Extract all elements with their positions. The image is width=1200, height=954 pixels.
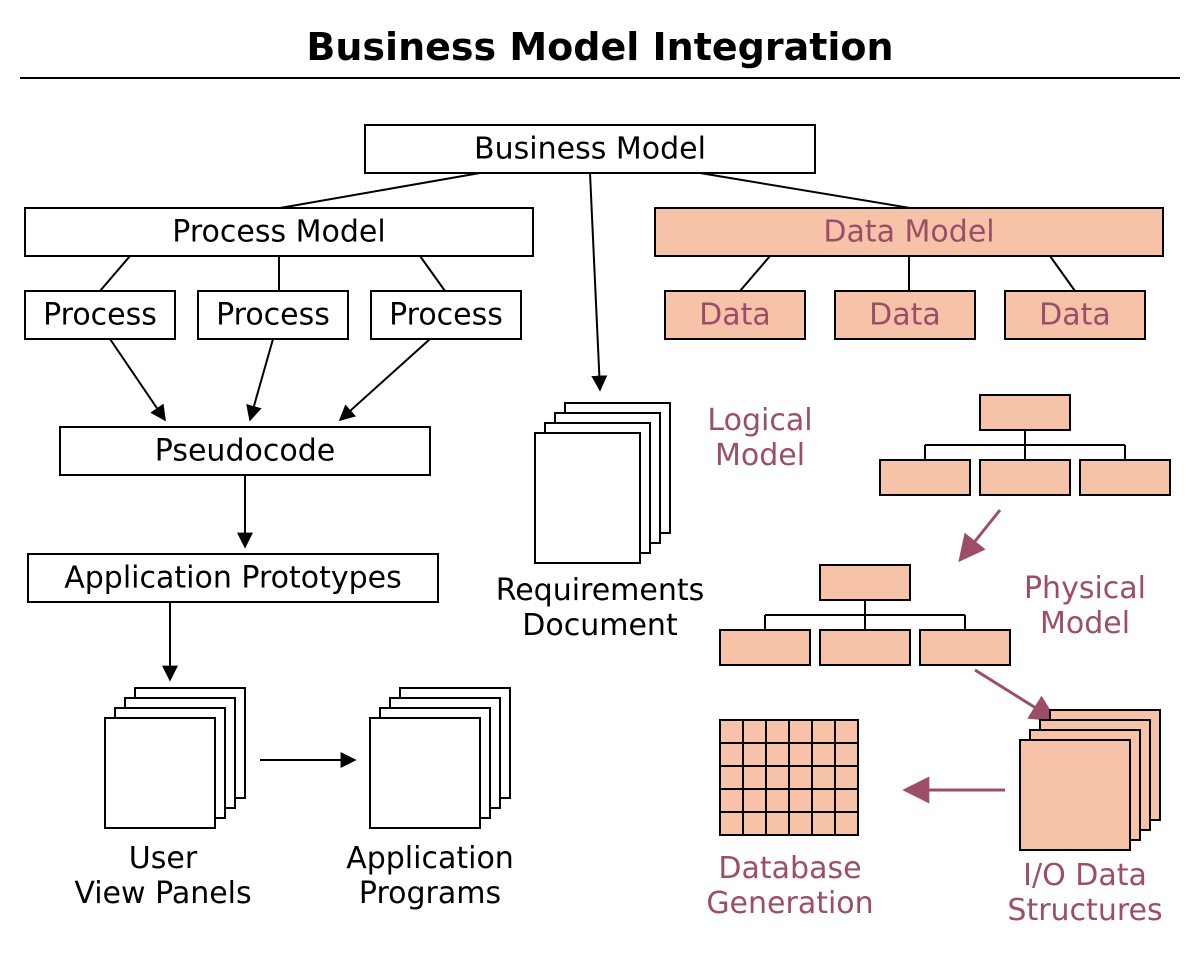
- arrow-bm-reqdoc: [590, 173, 600, 390]
- stack-user-view-panels: [105, 688, 245, 828]
- label-data-3: Data: [1039, 298, 1111, 333]
- caption-reqdoc-1: Requirements: [496, 573, 705, 608]
- edge-dm-d1: [740, 256, 770, 291]
- edge-pm-p3: [420, 256, 445, 291]
- label-process-model: Process Model: [172, 215, 385, 250]
- caption-db-2: Generation: [706, 886, 873, 921]
- stack-requirements-document: [535, 403, 670, 563]
- grid-database-generation: [720, 720, 858, 835]
- caption-app-prog-2: Programs: [359, 876, 501, 911]
- label-business-model: Business Model: [474, 132, 706, 167]
- label-data-2: Data: [869, 298, 941, 333]
- stack-io-data-structures: [1020, 710, 1160, 850]
- label-process-2: Process: [216, 298, 330, 333]
- arrow-p1-pseudo: [110, 339, 165, 420]
- label-data-1: Data: [699, 298, 771, 333]
- label-process-1: Process: [43, 298, 157, 333]
- edge-pm-p1: [100, 256, 130, 291]
- caption-reqdoc-2: Document: [522, 608, 678, 643]
- caption-logical-2: Model: [715, 438, 805, 473]
- arrow-p3-pseudo: [340, 339, 430, 420]
- tree-physical-model: [720, 565, 1010, 665]
- caption-app-prog-1: Application: [346, 841, 514, 876]
- caption-physical-1: Physical: [1024, 571, 1146, 606]
- caption-db-1: Database: [718, 851, 861, 886]
- stack-application-programs: [370, 688, 510, 828]
- caption-logical-1: Logical: [707, 403, 812, 438]
- label-pseudocode: Pseudocode: [155, 434, 335, 469]
- caption-io-2: Structures: [1007, 893, 1162, 928]
- label-process-3: Process: [389, 298, 503, 333]
- arrow-physical-io: [975, 670, 1055, 720]
- edge-bm-dm: [700, 173, 910, 208]
- caption-io-1: I/O Data: [1023, 858, 1147, 893]
- tree-logical-model: [880, 395, 1170, 495]
- caption-user-view-2: View Panels: [74, 876, 251, 911]
- arrow-p2-pseudo: [250, 339, 273, 420]
- arrow-logical-physical: [960, 510, 1000, 560]
- edge-dm-d3: [1050, 256, 1075, 291]
- caption-user-view-1: User: [129, 841, 198, 876]
- diagram-canvas: Business Model Integration Business Mode…: [0, 0, 1200, 954]
- label-app-prototypes: Application Prototypes: [64, 561, 402, 596]
- caption-physical-2: Model: [1040, 606, 1130, 641]
- label-data-model: Data Model: [823, 215, 994, 250]
- diagram-title: Business Model Integration: [306, 25, 893, 69]
- edge-bm-pm: [280, 173, 480, 208]
